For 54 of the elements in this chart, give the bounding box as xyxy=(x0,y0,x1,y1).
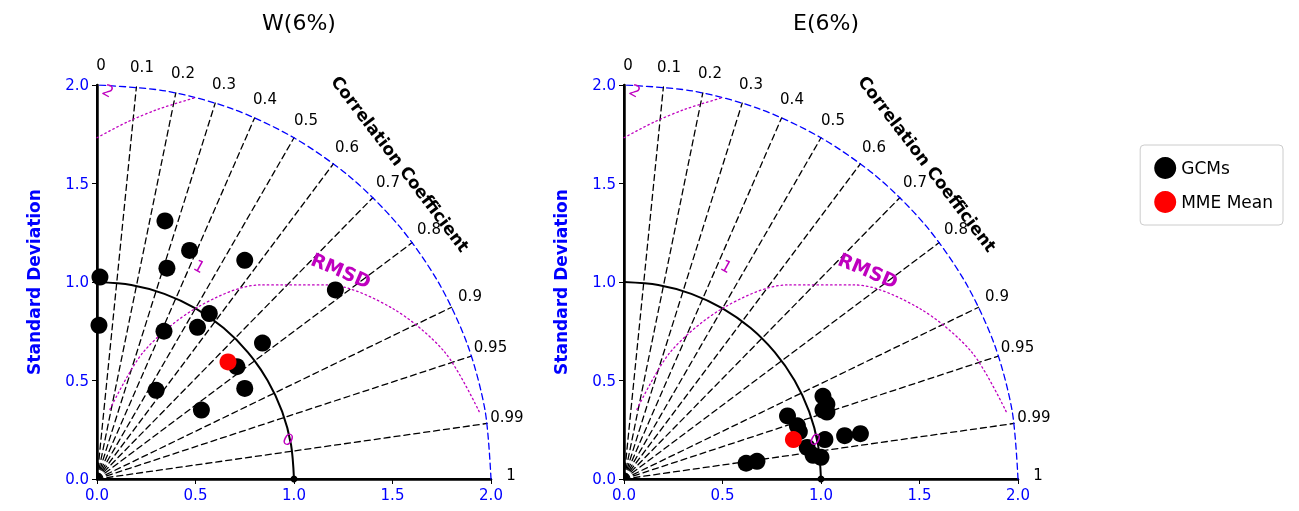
annotation: 0.3 xyxy=(212,74,236,93)
x-tick-label: 2.0 xyxy=(479,485,503,504)
annotation: 0.9 xyxy=(985,287,1009,306)
legend-label: GCMs xyxy=(1181,158,1230,178)
annotation: 0.99 xyxy=(490,408,524,427)
x-tick-label: 1.0 xyxy=(809,485,833,504)
legend-label: MME Mean xyxy=(1181,192,1274,212)
y-tick-label: 1.5 xyxy=(65,174,89,193)
x-tick-label: 0.5 xyxy=(183,485,208,504)
y-tick-label: 2.0 xyxy=(65,76,89,94)
annotation: 0.99 xyxy=(1017,408,1051,427)
annotation: 0.9 xyxy=(458,287,482,306)
y-tick-label: 0.0 xyxy=(65,470,89,488)
annotation: 0 xyxy=(623,56,633,74)
annotation: 0.7 xyxy=(376,173,400,192)
y-axis-title: Standard Deviation xyxy=(23,189,44,375)
y-axis-title: Standard Deviation xyxy=(550,189,571,375)
annotation: 0.2 xyxy=(698,64,722,83)
annotation: 1 xyxy=(190,255,209,278)
annotation: 0.95 xyxy=(473,338,508,357)
x-tick-label: 2.0 xyxy=(1006,485,1030,504)
y-tick-label: 2.0 xyxy=(592,76,616,94)
annotation: 0.7 xyxy=(903,173,927,192)
annotation: 0 xyxy=(279,428,298,451)
annotation: 0.3 xyxy=(739,74,763,93)
annotation: 0.5 xyxy=(821,110,845,129)
annotation: 0.5 xyxy=(294,110,318,129)
y-tick-label: 1.0 xyxy=(65,273,89,291)
y-tick-label: 0.0 xyxy=(592,470,616,488)
y-tick-label: 1.0 xyxy=(592,273,616,291)
annotation: 2 xyxy=(626,80,645,102)
x-tick-label: 1.5 xyxy=(380,485,405,504)
annotation: 0.1 xyxy=(657,58,681,77)
annotation: 0 xyxy=(806,428,825,451)
y-tick-label: 0.5 xyxy=(592,371,616,390)
x-tick-label: 1.5 xyxy=(907,485,932,504)
x-tick-label: 0.0 xyxy=(85,485,109,504)
chart-title: W(6%) xyxy=(262,9,336,35)
x-tick-label: 0.5 xyxy=(710,485,735,504)
y-tick-label: 1.5 xyxy=(592,174,616,193)
annotation: 0.4 xyxy=(253,90,277,109)
y-tick-label: 0.5 xyxy=(65,371,89,390)
annotation: 0.2 xyxy=(171,64,195,83)
annotation: 0.95 xyxy=(1000,338,1035,357)
annotation: 0.1 xyxy=(130,58,154,77)
x-tick-label: 1.0 xyxy=(282,485,306,504)
annotation: 1 xyxy=(1033,466,1043,484)
annotation: 0.4 xyxy=(780,90,804,109)
annotation: 1 xyxy=(717,255,736,278)
annotation: 2 xyxy=(99,80,118,102)
x-tick-label: 0.0 xyxy=(612,485,636,504)
annotation: 1 xyxy=(506,466,516,484)
chart-title: E(6%) xyxy=(793,9,859,35)
annotation: 0 xyxy=(96,56,106,74)
